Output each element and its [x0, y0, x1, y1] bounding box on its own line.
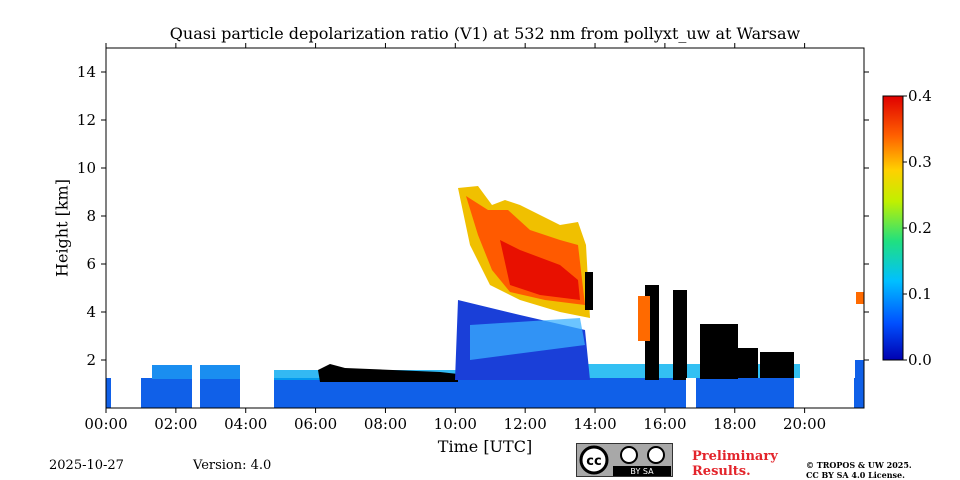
gap-white [686, 378, 696, 408]
license-badge-text: BY SA [630, 467, 654, 476]
copyright-line-1: © TROPOS & UW 2025. [806, 460, 912, 470]
cc-license-badge: cc BY SA [576, 443, 673, 477]
x-tick-label: 10:00 [433, 415, 477, 433]
gap-white [240, 360, 274, 408]
by-icon [620, 446, 638, 464]
footer-version: Version: 4.0 [193, 458, 272, 473]
colorbar-tick-label: 0.1 [908, 285, 932, 303]
cloud-black-3 [760, 352, 794, 378]
y-tick-label: 8 [86, 207, 96, 225]
x-tick-label: 06:00 [293, 415, 338, 433]
x-tick-marks [105, 43, 806, 413]
copyright-notice: © TROPOS & UW 2025. CC BY SA 4.0 License… [806, 460, 912, 480]
footer-date: 2025-10-27 [49, 458, 124, 473]
x-tick-label: 00:00 [84, 415, 128, 433]
plume-black-2 [673, 290, 687, 380]
gap-white [111, 378, 141, 408]
x-tick-label: 02:00 [154, 415, 198, 433]
x-tick-label: 04:00 [224, 415, 268, 433]
low-layer-blue [152, 365, 192, 379]
colorbar-tick-label: 0.2 [908, 219, 932, 237]
aerosol-plume-black [585, 272, 593, 310]
colorbar-tick-label: 0.4 [908, 87, 932, 105]
svg-text:cc: cc [586, 454, 601, 469]
y-tick-label: 4 [86, 303, 96, 321]
chart-title: Quasi particle depolarization ratio (V1)… [169, 24, 801, 43]
copyright-line-2: CC BY SA 4.0 License. [806, 470, 905, 480]
y-tick-label: 6 [86, 255, 96, 273]
cc-icon [579, 445, 609, 475]
y-tick-label: 10 [76, 159, 96, 177]
x-tick-label: 16:00 [643, 415, 687, 433]
x-tick-label: 12:00 [503, 415, 547, 433]
cloud-top-black [318, 364, 458, 382]
colorbar-tick-marks [903, 95, 907, 361]
y-tick-marks [101, 71, 869, 361]
boundary-layer-band [106, 378, 864, 408]
x-tick-label: 20:00 [782, 415, 827, 433]
edge-orange [856, 292, 864, 304]
y-tick-label: 2 [86, 351, 96, 369]
preliminary-notice: Preliminary Results. [692, 449, 778, 479]
gap-white [192, 378, 200, 408]
axes-frame [105, 47, 865, 409]
plume-orange [638, 296, 650, 341]
x-axis-label: Time [UTC] [437, 437, 533, 456]
x-tick-label: 08:00 [363, 415, 408, 433]
y-tick-label: 14 [76, 63, 96, 81]
aerosol-plume-core [500, 240, 580, 300]
colorbar [882, 95, 904, 361]
low-depol-region-cyan [470, 318, 585, 360]
low-layer-blue [200, 365, 240, 379]
preliminary-line-2: Results. [692, 464, 751, 479]
gap-white [794, 378, 854, 408]
colorbar-tick-label: 0.3 [908, 153, 932, 171]
sa-icon [647, 446, 665, 464]
cloud-black-1 [700, 324, 738, 379]
y-tick-label: 12 [76, 111, 96, 129]
preliminary-line-1: Preliminary [692, 449, 778, 464]
colorbar-tick-label: 0.0 [908, 351, 932, 369]
edge-blue [855, 360, 864, 408]
heatmap-layer [106, 186, 864, 408]
x-tick-label: 18:00 [713, 415, 757, 433]
cloud-black-2 [738, 348, 758, 378]
x-tick-label: 14:00 [573, 415, 617, 433]
